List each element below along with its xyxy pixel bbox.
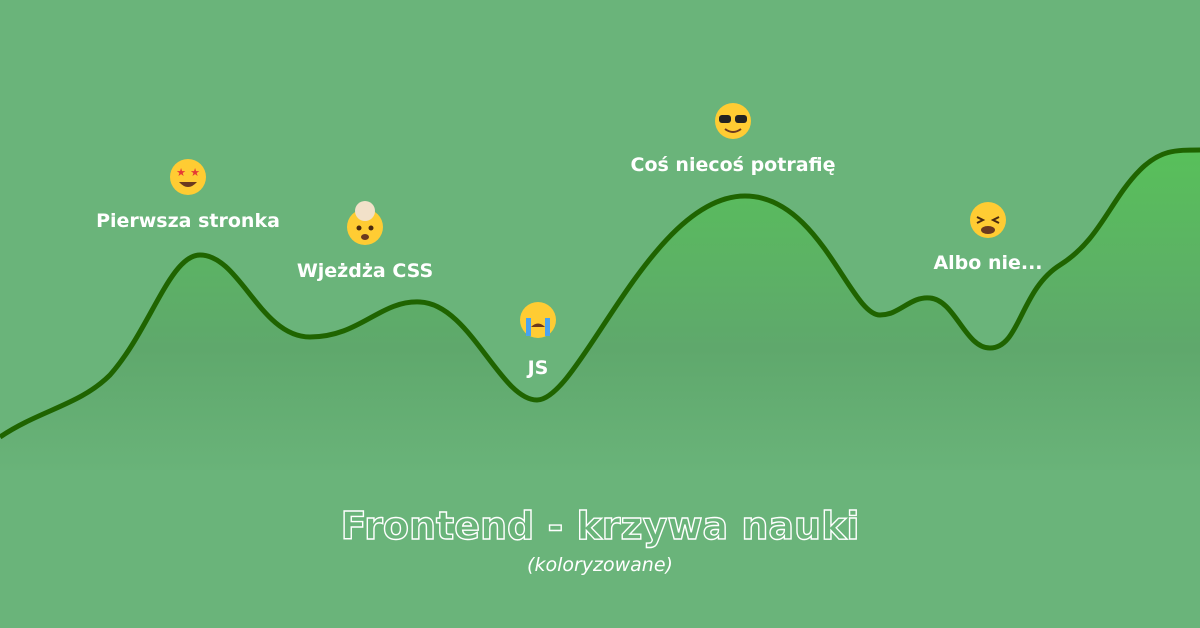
svg-text:★: ★ (176, 166, 186, 179)
emoji-crying (520, 302, 556, 338)
milestone-label: Albo nie... (933, 252, 1042, 274)
curve-area (0, 150, 1200, 480)
svg-text:★: ★ (190, 166, 200, 179)
milestone-label: Pierwsza stronka (96, 210, 280, 232)
subtitle: (koloryzowane) (527, 554, 673, 576)
emoji-mind-blown (347, 201, 383, 245)
learning-curve (0, 147, 1200, 440)
bottom-band (0, 470, 1200, 628)
title: Frontend - krzywa nauki (341, 504, 860, 548)
emoji-weary (970, 202, 1006, 238)
emoji-star-eyes: ★ ★ (170, 159, 206, 195)
milestone-label: Coś niecoś potrafię (631, 154, 836, 176)
milestone-label: JS (526, 357, 549, 379)
milestone-label: Wjeżdża CSS (297, 260, 433, 282)
emoji-sunglasses (715, 103, 751, 139)
